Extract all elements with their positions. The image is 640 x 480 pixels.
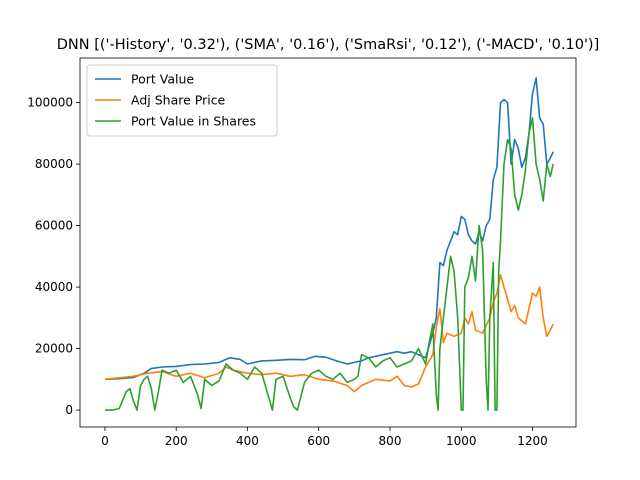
x-axis: 0 200 400 600 800 1000 1200 (101, 427, 548, 448)
axes-frame (79, 57, 577, 428)
series-line-2 (104, 117, 554, 411)
legend-label: Adj Share Price (131, 93, 226, 108)
y-axis: 0 20000 40000 60000 80000 100000 (27, 96, 80, 417)
chart-title: DNN [('-History', '0.32'), ('SMA', '0.16… (57, 37, 600, 53)
x-tick-label: 200 (165, 434, 188, 448)
series-line-0 (104, 77, 554, 381)
legend-box (86, 64, 278, 137)
y-tick-label: 20000 (35, 342, 73, 356)
legend-label: Port Value in Shares (131, 114, 256, 129)
y-tick-label: 80000 (35, 157, 73, 171)
x-tick-label: 1200 (517, 434, 548, 448)
series-layer (104, 77, 554, 411)
legend: Port Value Adj Share Price Port Value in S… (86, 64, 278, 137)
y-tick-label: 60000 (35, 219, 73, 233)
x-tick-label: 600 (307, 434, 330, 448)
y-tick-label: 100000 (27, 96, 73, 110)
y-tick-label: 0 (65, 403, 73, 417)
x-tick-label: 0 (101, 434, 109, 448)
x-tick-label: 800 (379, 434, 402, 448)
y-tick-label: 40000 (35, 280, 73, 294)
x-tick-label: 400 (236, 434, 259, 448)
x-tick-label: 1000 (446, 434, 477, 448)
legend-label: Port Value (131, 72, 194, 87)
